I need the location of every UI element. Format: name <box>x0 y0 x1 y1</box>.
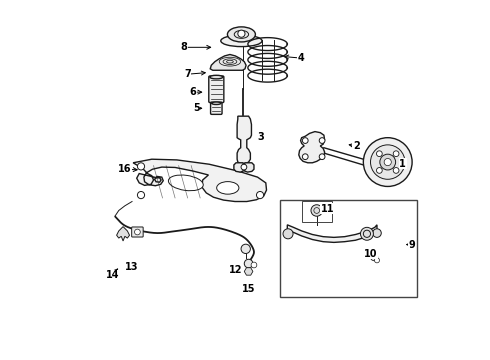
Circle shape <box>319 154 325 159</box>
FancyBboxPatch shape <box>209 76 224 103</box>
Circle shape <box>370 145 405 179</box>
FancyBboxPatch shape <box>211 102 222 114</box>
Circle shape <box>376 167 382 173</box>
Ellipse shape <box>169 175 203 191</box>
Text: 14: 14 <box>105 270 119 280</box>
Circle shape <box>370 253 378 261</box>
Text: 7: 7 <box>184 69 191 79</box>
FancyBboxPatch shape <box>132 227 143 237</box>
Circle shape <box>393 151 399 157</box>
Circle shape <box>238 30 245 37</box>
Text: 10: 10 <box>364 248 377 258</box>
Circle shape <box>319 138 325 143</box>
Polygon shape <box>237 116 251 164</box>
Bar <box>280 201 417 297</box>
Text: 11: 11 <box>321 204 334 214</box>
Circle shape <box>361 227 373 240</box>
Circle shape <box>364 138 412 186</box>
Polygon shape <box>210 54 246 70</box>
Ellipse shape <box>212 102 221 104</box>
Text: 3: 3 <box>258 132 265 142</box>
Bar <box>302 201 332 222</box>
Circle shape <box>376 151 382 157</box>
Polygon shape <box>133 159 267 202</box>
Ellipse shape <box>217 181 239 194</box>
Text: 9: 9 <box>408 239 415 249</box>
Text: 8: 8 <box>181 42 188 52</box>
Ellipse shape <box>227 27 255 42</box>
Polygon shape <box>117 226 129 241</box>
Circle shape <box>256 192 264 199</box>
Polygon shape <box>245 268 253 275</box>
Text: 13: 13 <box>125 262 139 272</box>
Text: 12: 12 <box>229 265 243 275</box>
Circle shape <box>393 167 399 173</box>
Circle shape <box>137 192 145 199</box>
Text: 6: 6 <box>190 87 196 97</box>
Polygon shape <box>245 163 254 172</box>
Circle shape <box>251 262 257 268</box>
Text: 1: 1 <box>399 159 406 169</box>
Polygon shape <box>234 163 243 172</box>
Circle shape <box>380 154 395 170</box>
Circle shape <box>241 164 247 170</box>
Polygon shape <box>287 225 377 242</box>
Circle shape <box>302 138 308 143</box>
Circle shape <box>373 229 381 237</box>
Circle shape <box>135 229 140 235</box>
Text: 2: 2 <box>353 141 360 151</box>
Polygon shape <box>299 132 324 163</box>
Circle shape <box>283 229 293 239</box>
Circle shape <box>241 244 250 253</box>
Text: 4: 4 <box>297 53 304 63</box>
Circle shape <box>245 259 253 268</box>
Text: 5: 5 <box>193 103 200 113</box>
Text: 16: 16 <box>118 164 132 174</box>
Circle shape <box>384 158 392 166</box>
Ellipse shape <box>210 75 223 79</box>
Circle shape <box>302 154 308 159</box>
Ellipse shape <box>221 35 262 46</box>
Circle shape <box>311 205 322 216</box>
Circle shape <box>137 163 145 170</box>
Text: 15: 15 <box>242 284 255 294</box>
Circle shape <box>374 258 379 263</box>
